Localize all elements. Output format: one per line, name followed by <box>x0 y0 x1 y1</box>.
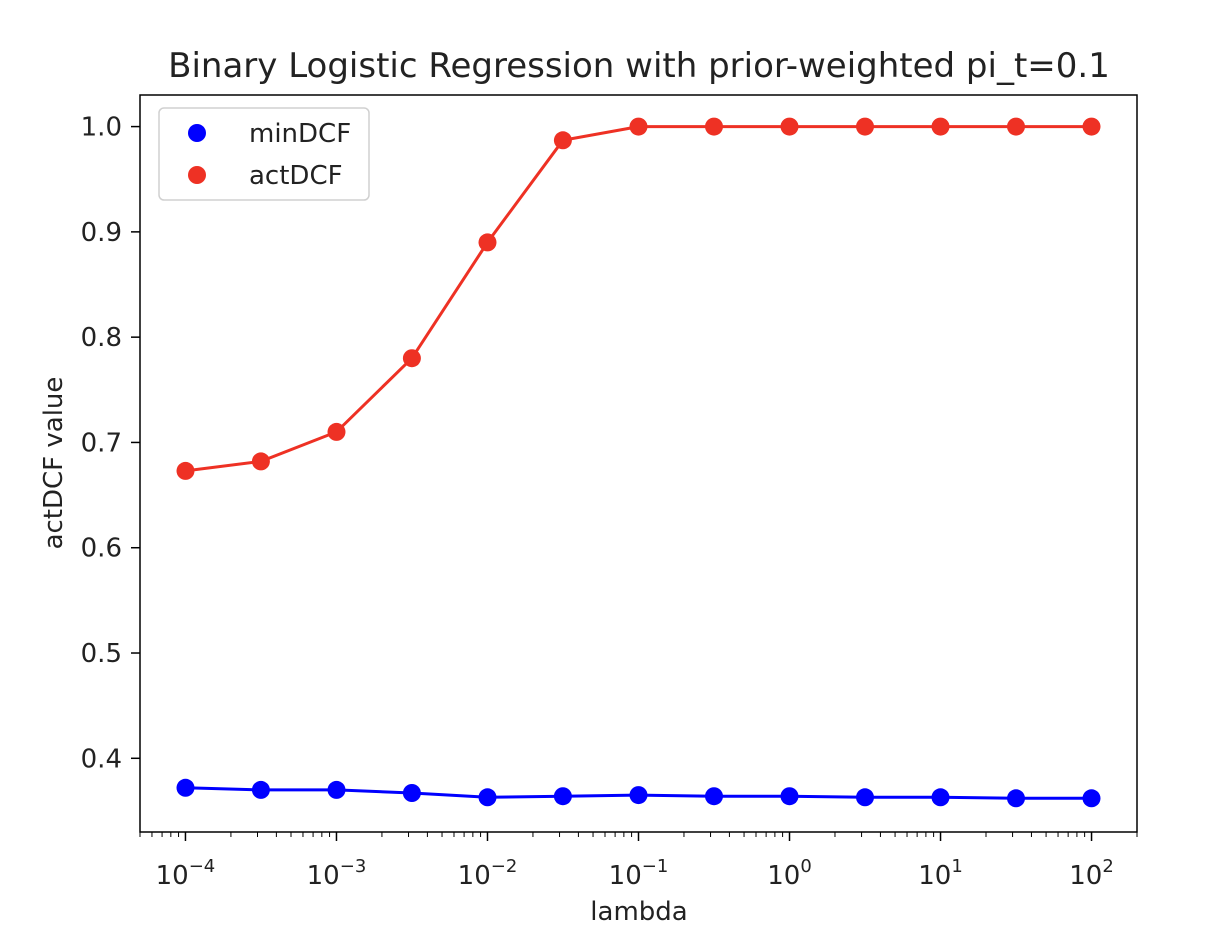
legend: minDCF actDCF <box>158 107 370 201</box>
legend-marker-mindcf <box>188 124 206 142</box>
data-point-mindcf <box>402 784 421 802</box>
y-axis: 0.4 0.5 0.6 0.7 0.8 0.9 1.0 <box>81 113 140 774</box>
data-point-actdcf <box>327 422 346 441</box>
y-tick-label: 1.0 <box>81 113 122 143</box>
x-axis: 10−4 10−3 10−2 10−1 100 101 102 <box>139 832 1138 891</box>
data-point-actdcf <box>1082 117 1101 136</box>
y-tick-label: 0.8 <box>81 323 122 353</box>
data-point-mindcf <box>553 787 572 806</box>
data-point-mindcf <box>1007 789 1025 808</box>
x-axis-label: lambda <box>590 897 687 927</box>
y-tick-label: 0.9 <box>81 218 122 248</box>
x-tick-label: 101 <box>918 856 963 891</box>
data-point-mindcf <box>780 787 799 806</box>
data-point-mindcf <box>705 787 723 806</box>
data-point-mindcf <box>251 780 270 799</box>
data-point-mindcf <box>478 788 497 807</box>
data-point-mindcf <box>176 778 195 797</box>
plot-frame <box>139 94 1138 833</box>
data-point-actdcf <box>402 349 421 368</box>
data-point-mindcf <box>856 788 874 807</box>
data-point-actdcf <box>478 233 497 252</box>
data-point-actdcf <box>176 461 195 480</box>
x-tick-label: 10−1 <box>609 856 669 891</box>
data-point-mindcf <box>931 788 950 807</box>
y-axis-label: actDCF value <box>39 377 69 550</box>
data-point-actdcf <box>705 117 723 136</box>
x-tick-label: 10−3 <box>307 856 367 891</box>
data-point-actdcf <box>856 117 874 136</box>
x-tick-label: 10−2 <box>458 856 518 891</box>
data-point-mindcf <box>629 786 648 805</box>
x-tick-label: 10−4 <box>156 856 216 891</box>
data-point-actdcf <box>251 452 270 471</box>
data-point-actdcf <box>931 117 950 136</box>
legend-box <box>158 107 370 201</box>
y-tick-label: 0.4 <box>81 744 122 774</box>
data-point-actdcf <box>1007 117 1025 136</box>
legend-marker-actdcf <box>188 166 206 184</box>
data-point-mindcf <box>1082 789 1101 808</box>
legend-label-mindcf: minDCF <box>249 119 351 149</box>
data-point-actdcf <box>629 117 648 136</box>
x-tick-label: 102 <box>1069 856 1114 891</box>
legend-label-actdcf: actDCF <box>249 161 343 191</box>
plot-area <box>176 117 1101 808</box>
y-tick-label: 0.7 <box>81 428 122 458</box>
y-tick-label: 0.6 <box>81 534 122 564</box>
chart-title: Binary Logistic Regression with prior-we… <box>168 46 1110 86</box>
x-tick-label: 100 <box>767 856 812 891</box>
data-point-mindcf <box>327 780 346 799</box>
y-tick-label: 0.5 <box>81 639 122 669</box>
data-point-actdcf <box>553 131 572 150</box>
data-point-actdcf <box>780 117 799 136</box>
